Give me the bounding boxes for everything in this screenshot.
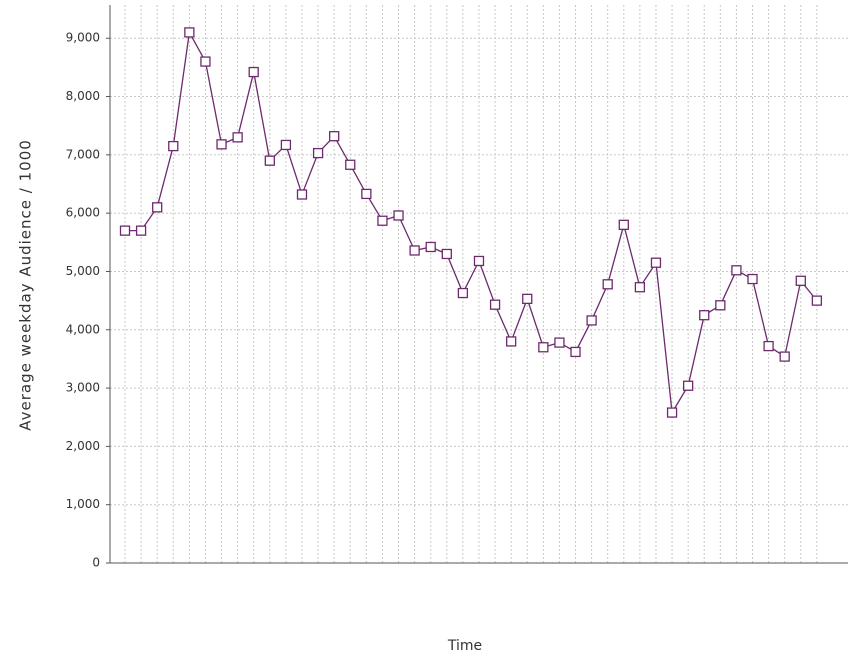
point-marker xyxy=(650,257,662,268)
y-tick-label: 7,000 xyxy=(66,147,100,161)
y-tick-label: 6,000 xyxy=(66,206,100,220)
y-tick-label: 3,000 xyxy=(66,381,100,395)
point-marker xyxy=(747,273,758,285)
point-marker xyxy=(409,245,420,256)
y-tick-label: 9,000 xyxy=(66,31,100,45)
point-marker xyxy=(393,210,404,221)
point-marker xyxy=(216,139,227,150)
y-tick-label: 1,000 xyxy=(66,497,100,511)
point-marker xyxy=(441,248,452,260)
point-marker xyxy=(184,27,195,38)
point-marker xyxy=(538,342,549,353)
point-marker xyxy=(457,287,469,299)
point-marker xyxy=(795,275,806,286)
point-marker xyxy=(586,315,597,326)
point-marker xyxy=(135,225,147,236)
y-tick-label: 8,000 xyxy=(66,89,100,103)
point-marker xyxy=(152,202,163,213)
y-tick-label: 4,000 xyxy=(66,322,100,336)
point-marker xyxy=(666,407,678,418)
y-tick-label: 0 xyxy=(92,556,100,570)
point-marker xyxy=(715,300,726,311)
y-tick-label: 5,000 xyxy=(66,264,100,278)
point-marker xyxy=(473,255,485,267)
point-marker xyxy=(264,155,275,166)
point-marker xyxy=(811,295,823,306)
point-marker xyxy=(200,56,211,67)
point-marker xyxy=(377,215,388,226)
point-marker xyxy=(570,346,581,358)
point-marker xyxy=(731,265,742,276)
point-marker xyxy=(634,282,646,293)
y-tick-label: 2,000 xyxy=(66,439,100,453)
point-marker xyxy=(280,139,292,151)
point-marker xyxy=(489,299,501,310)
point-marker xyxy=(425,241,436,253)
y-axis-title: Average weekday Audience / 1000 xyxy=(17,139,35,431)
point-marker xyxy=(763,340,774,352)
point-marker xyxy=(522,293,533,305)
point-marker xyxy=(345,159,356,170)
point-marker xyxy=(232,132,243,143)
point-marker xyxy=(699,310,710,321)
point-marker xyxy=(361,188,372,200)
point-marker xyxy=(296,189,308,200)
point-marker xyxy=(329,131,340,142)
point-marker xyxy=(312,147,324,159)
point-marker xyxy=(506,336,517,347)
point-marker xyxy=(683,380,694,391)
point-marker xyxy=(554,337,565,348)
x-axis-title: Time xyxy=(447,638,482,654)
series-line xyxy=(125,30,818,415)
point-marker xyxy=(602,279,613,290)
point-marker xyxy=(248,66,259,78)
point-marker xyxy=(618,219,629,230)
point-marker xyxy=(168,140,179,152)
point-marker xyxy=(779,351,790,362)
point-marker xyxy=(119,225,131,236)
